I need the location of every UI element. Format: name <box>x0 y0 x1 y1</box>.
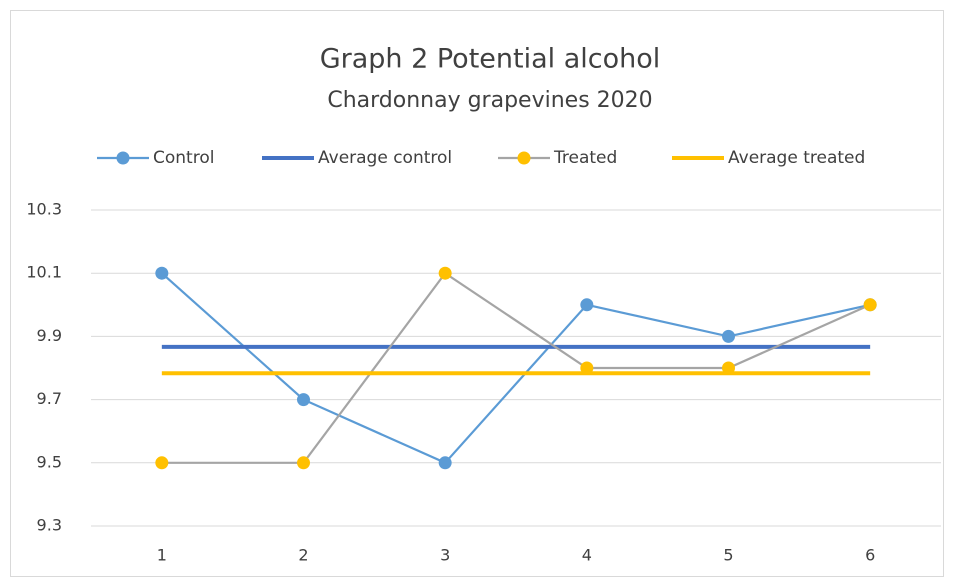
point <box>297 456 310 470</box>
point <box>297 393 310 407</box>
legend-marker <box>116 151 130 165</box>
legend-label: Control <box>153 148 214 168</box>
y-tick-label: 10.1 <box>26 263 62 282</box>
x-tick-label: 5 <box>723 546 733 565</box>
point <box>155 266 169 280</box>
x-tick-label: 1 <box>157 546 167 565</box>
x-tick-label: 6 <box>865 546 875 565</box>
point <box>580 361 594 375</box>
point <box>863 298 877 312</box>
point <box>438 266 452 280</box>
point <box>722 329 735 343</box>
series-line <box>161 271 871 464</box>
y-tick-label: 9.5 <box>37 452 62 471</box>
x-tick-label: 3 <box>440 546 450 565</box>
y-tick-label: 9.7 <box>37 389 62 408</box>
point <box>438 456 452 470</box>
legend-label: Average control <box>318 148 452 168</box>
chart-subtitle: Chardonnay grapevines 2020 <box>327 88 652 113</box>
legend-label: Treated <box>553 148 617 168</box>
y-tick-label: 9.3 <box>37 516 62 535</box>
series-line <box>161 272 871 465</box>
point <box>155 456 169 470</box>
legend-label: Average treated <box>728 148 865 168</box>
point <box>722 361 735 375</box>
x-tick-label: 2 <box>298 546 308 565</box>
y-tick-label: 10.3 <box>26 200 62 219</box>
legend-marker <box>517 151 531 165</box>
y-tick-label: 9.9 <box>37 326 62 345</box>
chart-title: Graph 2 Potential alcohol <box>320 44 661 75</box>
x-tick-label: 4 <box>582 546 592 565</box>
point <box>580 298 594 312</box>
